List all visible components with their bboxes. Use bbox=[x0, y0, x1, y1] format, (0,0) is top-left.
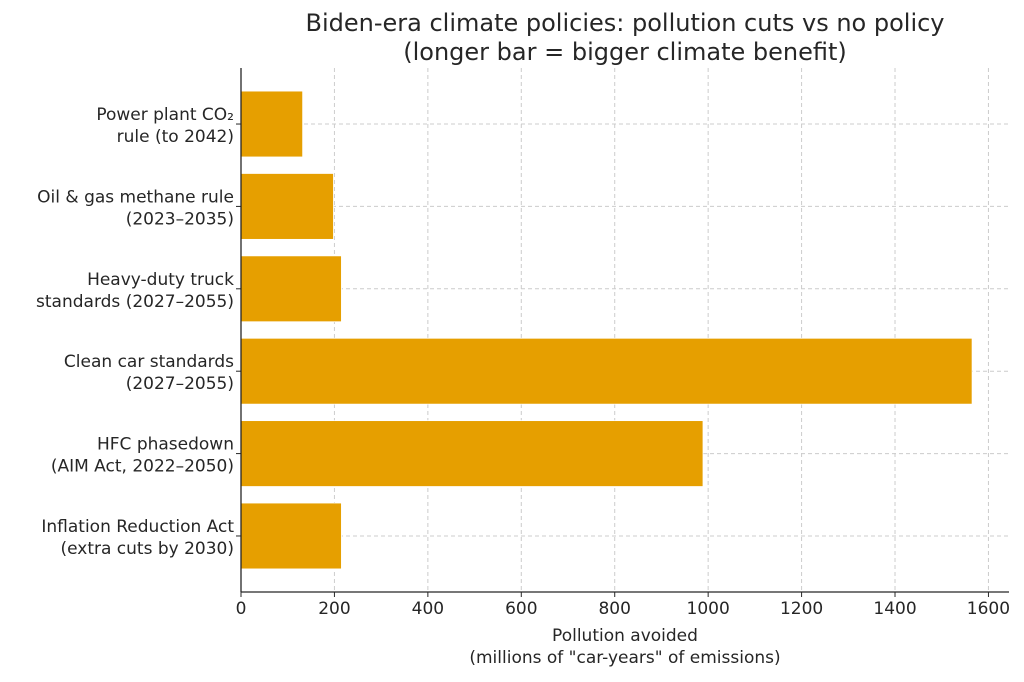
bar bbox=[240, 90, 304, 158]
y-tick-label: HFC phasedown bbox=[97, 435, 234, 455]
bars bbox=[240, 90, 973, 570]
chart-title-line-1: Biden-era climate policies: pollution cu… bbox=[305, 9, 944, 37]
y-tick-label: Oil & gas methane rule bbox=[37, 187, 234, 207]
y-tick-label: (2023–2035) bbox=[126, 209, 234, 229]
x-axis-label-line-1: Pollution avoided bbox=[552, 626, 698, 646]
bar bbox=[240, 255, 342, 323]
x-tick-label: 1000 bbox=[687, 599, 730, 619]
y-tick-label: Clean car standards bbox=[64, 352, 234, 372]
y-tick-label: (AIM Act, 2022–2050) bbox=[51, 457, 234, 477]
x-tick-label: 1200 bbox=[780, 599, 823, 619]
x-tick-labels: 0 200 400 600 800 1000 1200 1400 1600 bbox=[236, 599, 1010, 619]
x-axis-label-line-2: (millions of "car-years" of emissions) bbox=[469, 648, 780, 668]
grid-lines bbox=[240, 68, 1009, 592]
y-tick-label: rule (to 2042) bbox=[117, 127, 234, 147]
x-tick-label: 1600 bbox=[967, 599, 1010, 619]
chart-title-line-2: (longer bar = bigger climate benefit) bbox=[403, 38, 847, 66]
x-tick-label: 0 bbox=[236, 599, 247, 619]
bar bbox=[240, 173, 334, 240]
y-tick-label: (2027–2055) bbox=[126, 374, 234, 394]
y-tick-label: (extra cuts by 2030) bbox=[60, 539, 234, 559]
x-tick-label: 400 bbox=[412, 599, 444, 619]
x-tick-label: 600 bbox=[505, 599, 537, 619]
axes bbox=[236, 68, 1009, 597]
y-tick-label: standards (2027–2055) bbox=[36, 292, 234, 312]
y-tick-label: Inflation Reduction Act bbox=[41, 517, 234, 537]
x-tick-label: 1400 bbox=[873, 599, 916, 619]
x-tick-label: 800 bbox=[598, 599, 630, 619]
y-tick-label: Power plant CO₂ bbox=[96, 105, 234, 125]
x-tick-label: 200 bbox=[318, 599, 350, 619]
bar bbox=[240, 502, 342, 570]
bar bbox=[240, 420, 704, 487]
bar bbox=[240, 337, 973, 405]
y-tick-label: Heavy-duty truck bbox=[87, 270, 234, 290]
